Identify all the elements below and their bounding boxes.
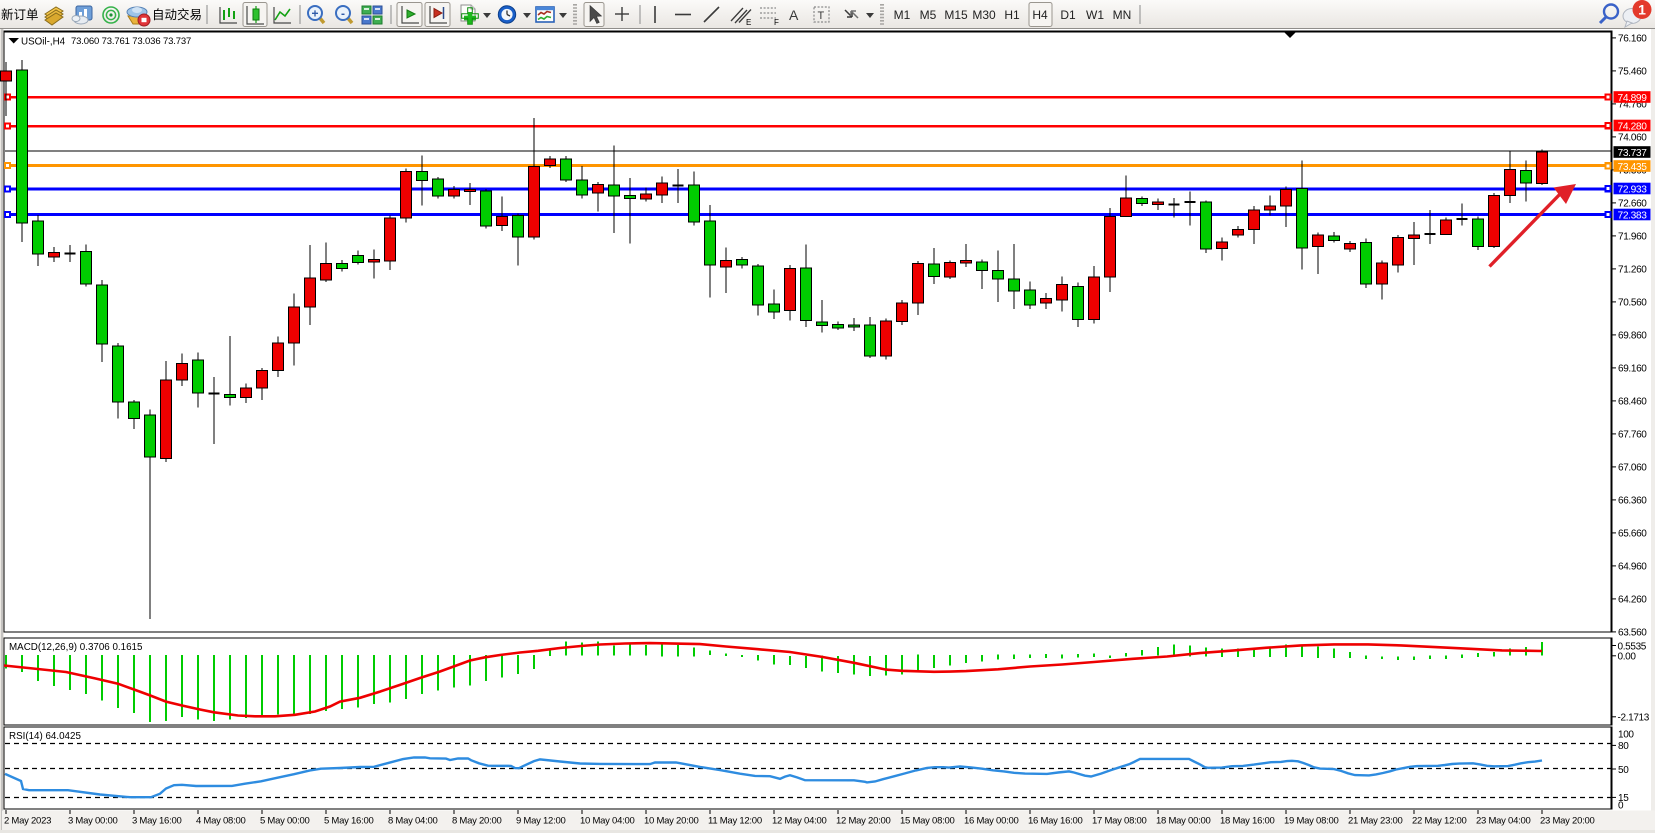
svg-text:64.260: 64.260 [1618,595,1647,606]
svg-text:76.160: 76.160 [1618,34,1647,45]
svg-text:10 May 04:00: 10 May 04:00 [580,816,635,827]
svg-text:MACD(12,26,9) 0.3706 0.1615: MACD(12,26,9) 0.3706 0.1615 [9,642,143,653]
svg-text:67.760: 67.760 [1618,430,1647,441]
svg-text:72.660: 72.660 [1618,199,1647,210]
svg-text:72.383: 72.383 [1618,211,1648,222]
svg-text:16 May 16:00: 16 May 16:00 [1028,816,1083,827]
svg-text:72.933: 72.933 [1618,185,1648,196]
svg-text:65.660: 65.660 [1618,529,1647,540]
svg-text:50: 50 [1618,765,1629,776]
svg-text:W1: W1 [1086,8,1104,22]
svg-text:71.960: 71.960 [1618,232,1647,243]
svg-text:75.460: 75.460 [1618,67,1647,78]
svg-text:3 May 00:00: 3 May 00:00 [68,816,118,827]
svg-text:-: - [341,7,345,21]
svg-text:M30: M30 [972,8,996,22]
svg-text:11 May 12:00: 11 May 12:00 [708,816,762,827]
svg-text:73.737: 73.737 [1618,148,1648,159]
svg-text:H4: H4 [1032,8,1048,22]
svg-text:自动交易: 自动交易 [152,7,202,22]
svg-text:63.560: 63.560 [1618,628,1647,639]
svg-text:74.760: 74.760 [1618,100,1647,111]
svg-text:64.960: 64.960 [1618,562,1647,573]
svg-text:T: T [818,10,825,22]
svg-text:5 May 00:00: 5 May 00:00 [260,816,310,827]
svg-text:22 May 12:00: 22 May 12:00 [1412,816,1467,827]
svg-text:+: + [311,7,318,21]
svg-text:10 May 20:00: 10 May 20:00 [644,816,699,827]
svg-text:A: A [789,7,799,23]
svg-text:4 May 08:00: 4 May 08:00 [196,816,246,827]
svg-text:M1: M1 [894,8,911,22]
svg-text:D1: D1 [1060,8,1076,22]
svg-text:新订单: 新订单 [1,7,39,22]
svg-text:0.00: 0.00 [1618,652,1637,663]
svg-text:8 May 04:00: 8 May 04:00 [388,816,438,827]
svg-text:5 May 16:00: 5 May 16:00 [324,816,374,827]
svg-text:12 May 20:00: 12 May 20:00 [836,816,891,827]
svg-text:23 May 04:00: 23 May 04:00 [1476,816,1531,827]
svg-text:74.899: 74.899 [1618,93,1648,104]
svg-text:E: E [746,18,751,27]
svg-text:0: 0 [1618,800,1624,811]
svg-text:RSI(14) 64.0425: RSI(14) 64.0425 [9,731,81,742]
svg-text:12 May 04:00: 12 May 04:00 [772,816,827,827]
svg-text:66.360: 66.360 [1618,496,1647,507]
svg-text:15: 15 [1618,793,1629,804]
svg-text:18 May 00:00: 18 May 00:00 [1156,816,1211,827]
svg-text:16 May 00:00: 16 May 00:00 [964,816,1019,827]
svg-text:-2.1713: -2.1713 [1618,713,1650,724]
svg-text:23 May 20:00: 23 May 20:00 [1540,816,1595,827]
svg-text:M15: M15 [944,8,968,22]
svg-text:67.060: 67.060 [1618,463,1647,474]
svg-text:9 May 12:00: 9 May 12:00 [516,816,566,827]
svg-text:100: 100 [1618,730,1634,741]
svg-text:8 May 20:00: 8 May 20:00 [452,816,502,827]
svg-text:71.260: 71.260 [1618,265,1647,276]
svg-text:F: F [774,18,779,27]
svg-text:21 May 23:00: 21 May 23:00 [1348,816,1403,827]
svg-text:H1: H1 [1004,8,1020,22]
svg-text:74.060: 74.060 [1618,133,1647,144]
svg-text:74.280: 74.280 [1618,122,1648,133]
svg-text:2 May 2023: 2 May 2023 [4,816,51,827]
svg-text:68.460: 68.460 [1618,397,1647,408]
svg-text:MN: MN [1113,8,1132,22]
svg-text:17 May 08:00: 17 May 08:00 [1092,816,1147,827]
svg-text:73.435: 73.435 [1618,162,1648,173]
svg-text:1: 1 [1638,2,1646,18]
svg-text:69.160: 69.160 [1618,364,1647,375]
svg-text:15 May 08:00: 15 May 08:00 [900,816,955,827]
svg-text:73.060 73.761 73.036 73.737: 73.060 73.761 73.036 73.737 [71,36,191,47]
svg-text:70.560: 70.560 [1618,298,1647,309]
svg-text:69.860: 69.860 [1618,331,1647,342]
svg-text:0.5535: 0.5535 [1618,641,1647,652]
svg-text:80: 80 [1618,741,1629,752]
svg-text:USOil-,H4: USOil-,H4 [21,36,66,47]
svg-text:18 May 16:00: 18 May 16:00 [1220,816,1275,827]
svg-text:M5: M5 [920,8,937,22]
svg-text:3 May 16:00: 3 May 16:00 [132,816,182,827]
svg-text:19 May 08:00: 19 May 08:00 [1284,816,1339,827]
